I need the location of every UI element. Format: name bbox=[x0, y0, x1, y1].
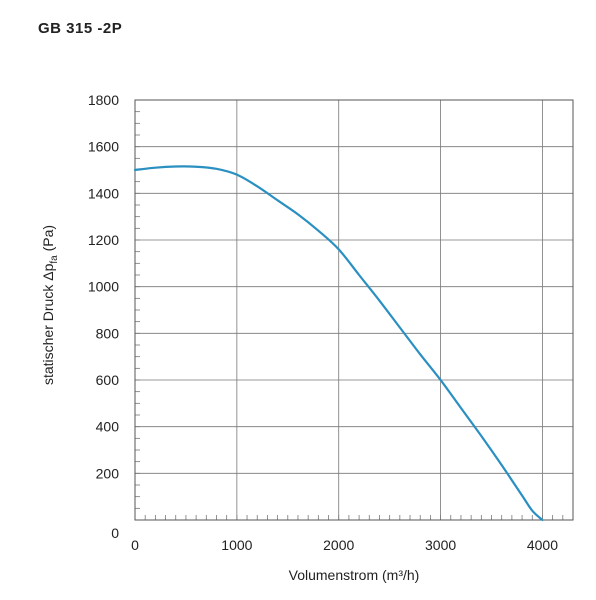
y-tick-label: 600 bbox=[96, 372, 120, 388]
x-axis-title: Volumenstrom (m³/h) bbox=[289, 567, 420, 583]
y-tick-label: 400 bbox=[96, 419, 120, 435]
x-tick-labels: 0 1000 2000 3000 4000 bbox=[131, 537, 558, 553]
x-tick-label: 0 bbox=[131, 537, 139, 553]
y-axis-title-subscript: fa bbox=[49, 255, 60, 264]
y-axis-title-unit: (Pa) bbox=[40, 225, 56, 255]
series-line bbox=[133, 165, 544, 522]
y-tick-label: 800 bbox=[96, 325, 120, 341]
x-tick-label: 4000 bbox=[527, 537, 558, 553]
minor-ticks bbox=[135, 111, 564, 520]
y-tick-labels: 0 200 400 600 800 1000 1200 1400 1600 1800 bbox=[88, 92, 119, 541]
x-tick-label: 2000 bbox=[323, 537, 354, 553]
plot-frame bbox=[134, 99, 574, 521]
y-axis-title-main: statischer Druck Δp bbox=[40, 263, 56, 385]
x-tick-label: 3000 bbox=[425, 537, 456, 553]
y-axis-title: statischer Druck Δpfa (Pa) bbox=[40, 225, 60, 385]
y-tick-label: 200 bbox=[96, 465, 120, 481]
gridlines bbox=[135, 100, 573, 520]
x-tick-label: 1000 bbox=[221, 537, 252, 553]
y-tick-label: 1800 bbox=[88, 92, 119, 108]
y-tick-label: 1000 bbox=[88, 279, 119, 295]
chart-title: GB 315 -2P bbox=[38, 20, 123, 37]
y-tick-label: 1600 bbox=[88, 139, 119, 155]
y-tick-label: 0 bbox=[111, 525, 119, 541]
y-tick-label: 1400 bbox=[88, 185, 119, 201]
series-layer bbox=[133, 165, 544, 522]
y-tick-label: 1200 bbox=[88, 232, 119, 248]
